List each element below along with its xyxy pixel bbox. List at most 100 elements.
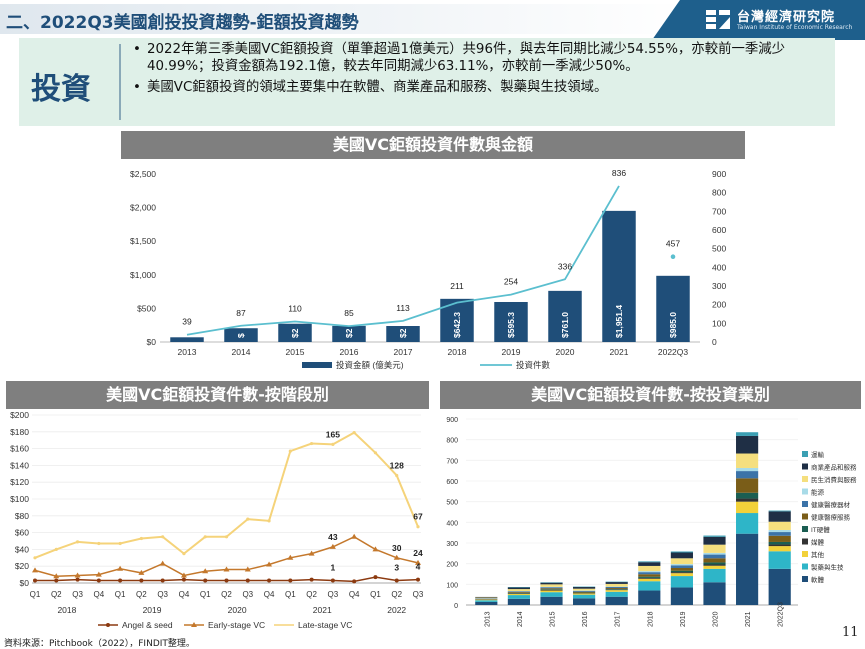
y-left-tick-label: $1,000: [130, 270, 156, 280]
stacked-segment: [475, 597, 498, 599]
series-point: [246, 517, 250, 521]
series-point: [267, 578, 272, 583]
series-point: [33, 578, 37, 583]
series-point: [181, 577, 186, 582]
stacked-segment: [638, 581, 661, 591]
series-point: [138, 569, 145, 575]
title-background: [0, 4, 690, 34]
x-tick-label: Q1: [200, 590, 211, 599]
bar-value-label: $642.3: [452, 312, 462, 338]
point-label: 128: [390, 460, 404, 470]
year-label: 2019: [143, 605, 162, 615]
x-tick-label: Q2: [136, 590, 147, 599]
deal-count-label: 211: [450, 281, 464, 291]
stacked-segment: [736, 501, 759, 514]
stacked-segment: [736, 453, 759, 468]
x-tick-label: 2021: [745, 611, 752, 627]
stacked-segment: [703, 562, 726, 565]
legend-label: Early-stage VC: [208, 620, 265, 630]
series-point: [117, 565, 124, 571]
series-point: [74, 572, 81, 578]
legend-swatch: [802, 513, 808, 520]
stacked-segment: [736, 432, 759, 436]
stacked-segment: [768, 551, 791, 569]
stacked-segment: [540, 582, 563, 585]
y-tick-label: $40: [15, 544, 29, 554]
y-left-tick-label: $500: [137, 303, 156, 313]
bar-value-label: $: [236, 333, 246, 338]
y-tick-label: 300: [446, 541, 458, 548]
stacked-segment: [573, 590, 596, 592]
legend-swatch: [802, 576, 808, 582]
deal-count-label: 113: [396, 303, 410, 313]
summary-bullet: 2022年第三季美國VC鉅額投資（單筆超過1億美元）共96件，與去年同期比減少5…: [131, 41, 831, 75]
stacked-segment: [638, 577, 661, 579]
stacked-segment: [638, 572, 661, 575]
legend-label: 其他: [811, 550, 825, 559]
y-right-tick-label: 200: [712, 300, 726, 310]
stacked-segment: [670, 565, 693, 569]
y-tick-label: 400: [446, 520, 458, 527]
y-right-tick-label: 100: [712, 318, 726, 328]
y-tick-label: $0: [20, 578, 30, 588]
legend-swatch: [802, 538, 808, 545]
stacked-segment: [605, 583, 628, 587]
series-point: [54, 547, 58, 551]
x-tick-label: 2018: [647, 611, 654, 627]
stacked-segment: [573, 588, 596, 591]
stacked-segment: [507, 595, 530, 599]
y-tick-label: 0: [454, 603, 458, 610]
series-point: [53, 573, 60, 579]
series-point: [139, 536, 143, 541]
stacked-segment: [638, 590, 661, 605]
stacked-segment: [573, 587, 596, 589]
stage-chart-heading: 美國VC鉅額投資件數-按階段別: [6, 381, 429, 409]
y-tick-label: $120: [10, 477, 29, 487]
logo-name: 台灣經濟研究院: [737, 10, 836, 25]
page-title: 二、2022Q3美國創投投資趨勢-鉅額投資趨勢: [6, 13, 359, 33]
x-tick-label: Q2: [51, 590, 62, 599]
stacked-segment: [573, 598, 596, 605]
series-point: [372, 546, 379, 552]
y-left-tick-label: $1,500: [130, 236, 156, 246]
stacked-segment: [670, 572, 693, 574]
y-right-tick-label: 900: [712, 169, 726, 179]
legend-swatch: [802, 551, 808, 557]
stacked-segment: [540, 589, 563, 590]
stacked-segment: [638, 578, 661, 582]
legend-swatch: [802, 526, 808, 532]
legend-swatch: [802, 463, 808, 470]
series-point: [54, 578, 59, 583]
x-tick-label: 2017: [615, 611, 622, 627]
stacked-segment: [670, 573, 693, 577]
series-point: [394, 578, 399, 583]
deal-count-label: 87: [236, 308, 246, 318]
y-tick-label: 700: [446, 458, 458, 465]
stacked-segment: [540, 596, 563, 605]
bar-amount: [548, 290, 582, 342]
y-right-tick-label: 0: [712, 337, 717, 347]
x-tick-label: 2015: [550, 611, 557, 627]
deal-count-label: 836: [612, 168, 626, 178]
legend-label: 民生消費與服務: [811, 475, 857, 484]
legend-label-deals: 投資件數: [516, 360, 551, 370]
y-tick-label: $140: [10, 460, 29, 470]
series-point: [96, 578, 101, 583]
stacked-segment: [768, 546, 791, 552]
y-right-tick-label: 500: [712, 244, 726, 254]
series-point: [393, 554, 400, 560]
stacked-segment: [540, 589, 563, 591]
x-tick-label: 2016: [582, 611, 589, 627]
series-point: [32, 567, 38, 573]
stacked-segment: [507, 593, 530, 596]
bar-value-label: $2: [290, 328, 300, 338]
y-tick-label: $180: [10, 427, 29, 437]
stacked-segment: [573, 593, 596, 595]
y-right-tick-label: 300: [712, 281, 726, 291]
x-tick-label: Q3: [242, 590, 253, 599]
stacked-segment: [670, 576, 693, 588]
y-tick-label: 800: [446, 438, 458, 445]
series-point: [352, 579, 357, 584]
year-label: 2018: [57, 605, 76, 615]
stacked-segment: [638, 562, 661, 566]
